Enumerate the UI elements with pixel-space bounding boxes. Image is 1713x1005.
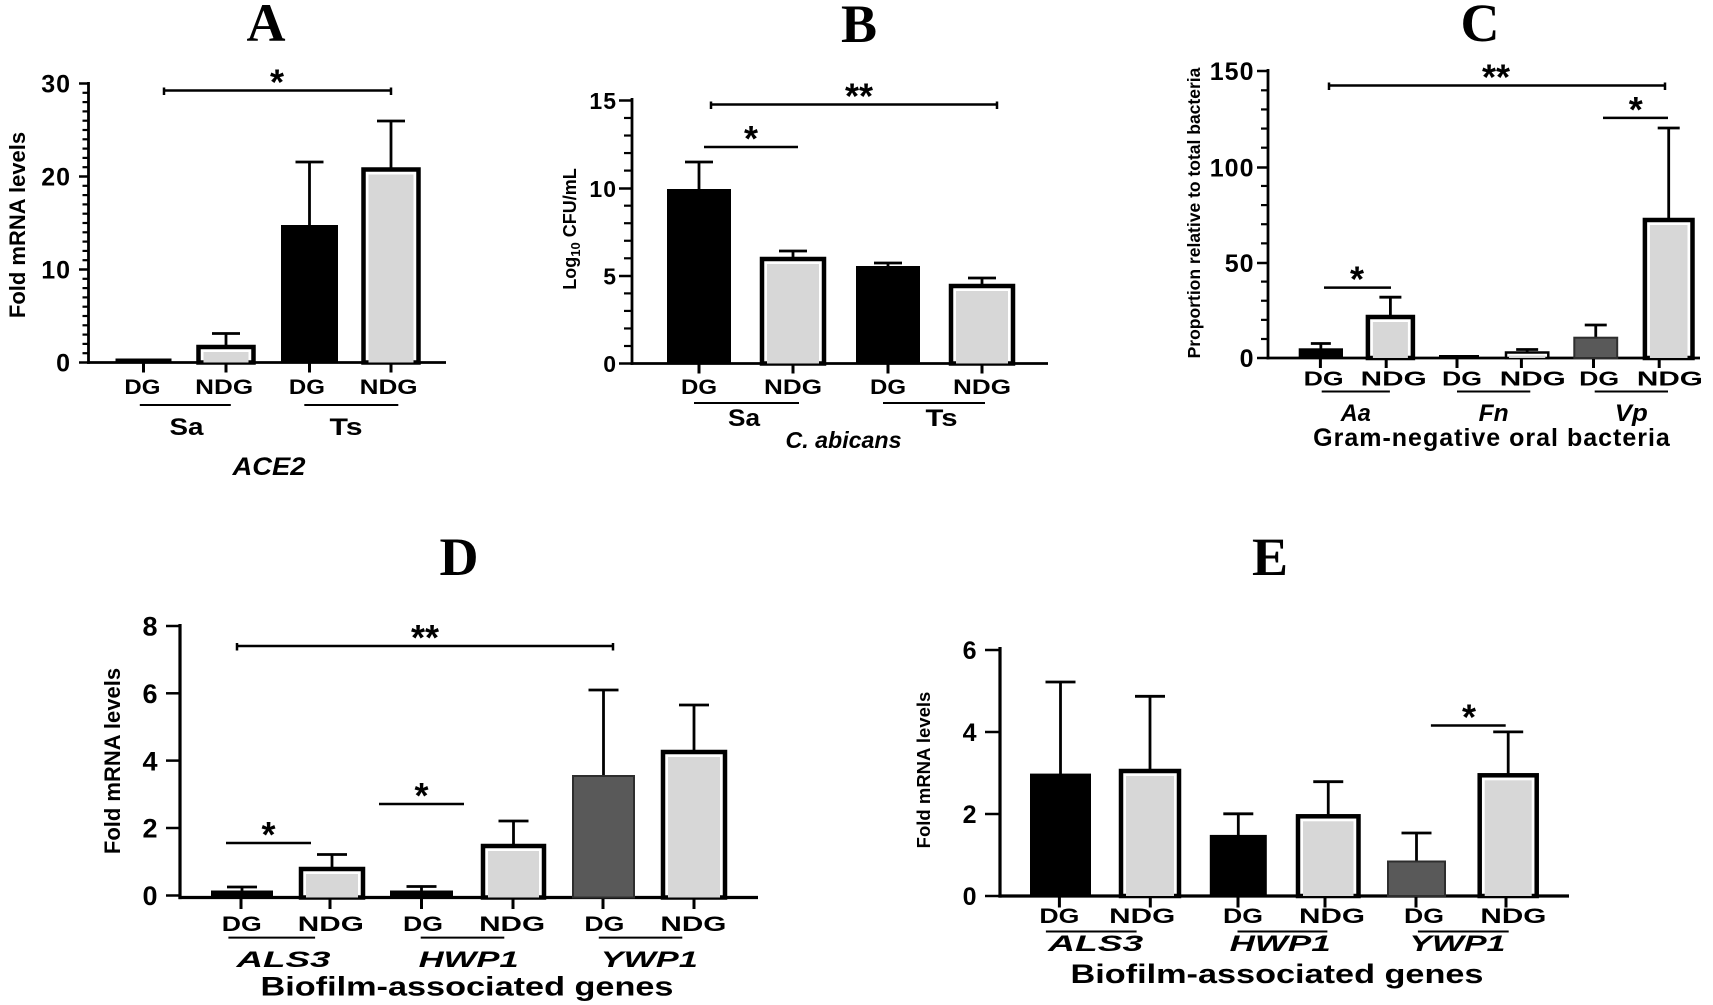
svg-text:Fn: Fn <box>1479 400 1509 427</box>
svg-text:DG: DG <box>681 376 717 399</box>
svg-text:C: C <box>1461 0 1500 53</box>
svg-text:DG: DG <box>1223 905 1263 928</box>
svg-text:DG: DG <box>1304 369 1344 391</box>
svg-text:Biofilm-associated genes: Biofilm-associated genes <box>1071 959 1484 989</box>
svg-text:Log10 CFU/mL: Log10 CFU/mL <box>560 168 583 289</box>
svg-text:100: 100 <box>1210 155 1255 183</box>
svg-text:Fold mRNA levels: Fold mRNA levels <box>100 668 125 854</box>
svg-text:NDG: NDG <box>1109 905 1175 928</box>
svg-text:4: 4 <box>142 746 158 776</box>
svg-text:6: 6 <box>142 679 158 709</box>
svg-text:D: D <box>440 527 479 587</box>
svg-text:0: 0 <box>142 881 158 911</box>
svg-text:**: ** <box>411 617 439 658</box>
svg-text:20: 20 <box>41 164 71 192</box>
svg-text:*: * <box>414 775 428 816</box>
svg-text:NDG: NDG <box>953 376 1011 399</box>
svg-text:E: E <box>1252 527 1288 587</box>
svg-text:0: 0 <box>603 351 617 377</box>
svg-text:2: 2 <box>142 814 158 844</box>
svg-text:DG: DG <box>584 913 624 936</box>
svg-text:ACE2: ACE2 <box>231 453 305 481</box>
svg-text:Vp: Vp <box>1615 400 1648 427</box>
svg-text:*: * <box>1462 697 1476 738</box>
svg-text:A: A <box>247 0 286 53</box>
svg-text:30: 30 <box>41 71 71 99</box>
svg-text:NDG: NDG <box>298 913 364 936</box>
svg-text:8: 8 <box>142 612 158 642</box>
svg-text:6: 6 <box>963 637 978 665</box>
svg-text:2: 2 <box>963 801 978 829</box>
svg-text:HWP1: HWP1 <box>1230 931 1331 956</box>
svg-text:NDG: NDG <box>764 376 822 399</box>
svg-text:YWP1: YWP1 <box>601 947 698 972</box>
svg-text:Sa: Sa <box>170 414 205 441</box>
svg-text:DG: DG <box>403 913 443 936</box>
svg-text:NDG: NDG <box>360 376 418 399</box>
svg-text:*: * <box>1629 89 1643 130</box>
svg-text:0: 0 <box>56 350 71 378</box>
svg-text:HWP1: HWP1 <box>419 947 519 972</box>
svg-text:Fold mRNA levels: Fold mRNA levels <box>5 132 30 318</box>
svg-text:NDG: NDG <box>1480 905 1546 928</box>
svg-text:Aa: Aa <box>1340 400 1371 427</box>
svg-text:YWP1: YWP1 <box>1409 931 1505 956</box>
svg-text:DG: DG <box>289 376 325 399</box>
svg-text:Biofilm-associated genes: Biofilm-associated genes <box>261 972 674 1002</box>
svg-text:NDG: NDG <box>1500 369 1566 391</box>
svg-text:B: B <box>841 0 877 54</box>
svg-text:*: * <box>744 118 758 159</box>
svg-text:C. abicans: C. abicans <box>786 427 902 453</box>
svg-text:150: 150 <box>1210 58 1255 86</box>
svg-text:ALS3: ALS3 <box>235 947 331 972</box>
svg-text:DG: DG <box>124 376 160 399</box>
svg-text:DG: DG <box>870 376 906 399</box>
svg-text:NDG: NDG <box>1299 905 1365 928</box>
svg-text:*: * <box>261 814 275 855</box>
svg-text:Ts: Ts <box>330 414 363 441</box>
svg-text:Ts: Ts <box>926 405 958 432</box>
svg-text:0: 0 <box>963 883 978 911</box>
svg-text:DG: DG <box>1039 905 1079 928</box>
svg-text:*: * <box>270 62 284 103</box>
svg-text:0: 0 <box>1240 345 1255 373</box>
svg-text:*: * <box>1350 259 1364 300</box>
svg-text:NDG: NDG <box>195 376 253 399</box>
svg-text:10: 10 <box>589 176 617 202</box>
svg-text:NDG: NDG <box>479 913 545 936</box>
svg-text:15: 15 <box>589 88 617 114</box>
svg-text:50: 50 <box>1225 250 1255 278</box>
svg-text:DG: DG <box>222 913 262 936</box>
svg-text:4: 4 <box>963 719 978 747</box>
svg-text:NDG: NDG <box>1361 369 1427 391</box>
svg-text:10: 10 <box>41 257 71 285</box>
svg-text:DG: DG <box>1442 369 1482 391</box>
svg-text:5: 5 <box>603 263 617 289</box>
svg-text:NDG: NDG <box>1637 369 1703 391</box>
svg-text:**: ** <box>845 76 873 117</box>
svg-text:Sa: Sa <box>728 405 761 432</box>
svg-text:DG: DG <box>1404 905 1444 928</box>
svg-text:**: ** <box>1482 57 1510 98</box>
svg-text:DG: DG <box>1579 369 1619 391</box>
svg-text:Fold mRNA levels: Fold mRNA levels <box>913 692 934 849</box>
svg-text:NDG: NDG <box>660 913 726 936</box>
svg-text:ALS3: ALS3 <box>1047 931 1144 956</box>
svg-text:Proportion relative to total b: Proportion relative to total bacteria <box>1184 67 1204 358</box>
svg-text:Gram-negative oral bacteria: Gram-negative oral bacteria <box>1313 424 1671 452</box>
